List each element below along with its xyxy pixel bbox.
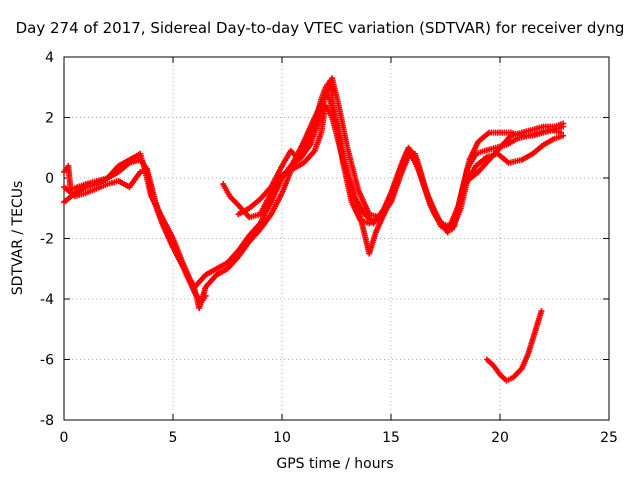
y-tick-label: -2 xyxy=(40,232,54,248)
x-tick-label: 15 xyxy=(382,430,400,446)
data-point xyxy=(538,308,545,315)
data-point xyxy=(558,129,565,136)
x-tick-label: 0 xyxy=(60,430,69,446)
x-tick-label: 25 xyxy=(600,430,618,446)
data-point xyxy=(560,132,567,139)
x-axis-label: GPS time / hours xyxy=(276,456,394,472)
y-tick-label: -4 xyxy=(40,292,54,308)
y-tick-label: -8 xyxy=(40,413,54,429)
y-axis-label: SDTVAR / TECUs xyxy=(10,180,26,296)
y-tick-label: -6 xyxy=(40,353,54,369)
y-tick-label: 4 xyxy=(45,50,54,66)
chart-title: Day 274 of 2017, Sidereal Day-to-day VTE… xyxy=(15,19,625,37)
series-arc-6 xyxy=(483,308,545,384)
y-tick-label: 0 xyxy=(45,171,54,187)
x-tick-label: 5 xyxy=(169,430,178,446)
series-arc-3 xyxy=(61,90,567,290)
series-arc-5 xyxy=(235,75,567,233)
x-tick-label: 10 xyxy=(273,430,291,446)
y-tick-label: 2 xyxy=(45,111,54,127)
data-point xyxy=(560,120,567,127)
x-tick-label: 20 xyxy=(491,430,509,446)
